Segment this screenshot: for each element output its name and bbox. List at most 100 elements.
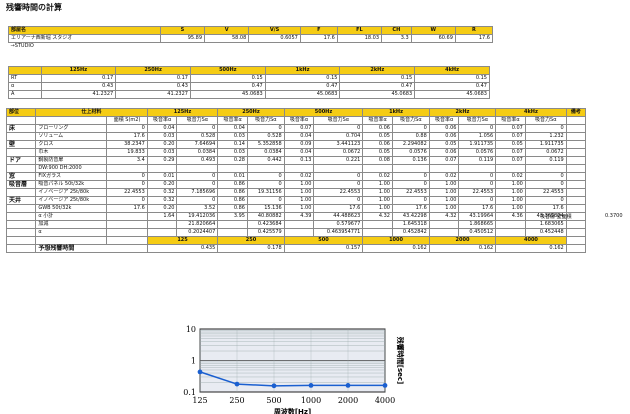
- table-cell: 43.19964: [458, 212, 497, 221]
- table-row: ドア 鋼製防音扉 3.4 0.29 0.493 0.28 0.442 0.13 0.221 0.0…: [5, 156, 587, 165]
- table-cell: 0: [246, 196, 285, 205]
- table-cell: 床: [5, 124, 37, 133]
- table-cell: [5, 188, 37, 197]
- room-value-cell: 18.03: [336, 34, 383, 43]
- y-axis-label: 残響時間[sec]: [396, 337, 405, 384]
- rt-value-cell: 0.162: [428, 244, 497, 253]
- table-cell: 壁: [5, 140, 37, 149]
- table-cell: 0.06: [362, 140, 393, 149]
- x-axis-label: 周波数[Hz]: [274, 407, 311, 414]
- col-subheader: 吸音力Sα: [392, 116, 430, 125]
- table-row: 窓 FIXガラス 0 0.01 0 0.01 0 0.02 0 0.02 0 0.02 0 0.02 0: [5, 172, 587, 181]
- table-cell: [428, 220, 460, 229]
- table-cell: 1.00: [428, 188, 460, 197]
- table-cell: [146, 164, 178, 173]
- table-row: ソリューム 17.6 0.03 0.528 0.03 0.528 0.04 0.704 0.05…: [5, 132, 587, 141]
- table-cell: 0.03: [217, 132, 248, 141]
- table-cell: [146, 228, 178, 237]
- table-cell: [146, 220, 178, 229]
- summary-cell: 45.0683: [189, 90, 266, 99]
- table-row: イノベージア 25t/80k 22.4553 0.32 7.185696 0.86 19.…: [5, 188, 587, 197]
- table-cell: 43.42298: [392, 212, 430, 221]
- table-cell: [524, 164, 567, 173]
- table-cell: 0: [106, 196, 148, 205]
- col-header-freq: 500Hz: [283, 108, 364, 117]
- table-cell: 0.0672: [524, 148, 567, 157]
- table-cell: 0.04: [217, 124, 248, 133]
- table-cell: 0.07: [495, 156, 526, 165]
- table-cell: 0: [524, 172, 567, 181]
- room-value-cell: 0.6057: [248, 34, 301, 43]
- room-header-cell: V: [204, 26, 250, 35]
- rt-value-cell: 0.435: [146, 244, 219, 253]
- table-cell: 2.294082: [392, 140, 430, 149]
- table-cell: 0: [313, 172, 364, 181]
- table-cell: 1.00: [428, 204, 460, 213]
- table-cell: 0: [106, 172, 148, 181]
- table-cell: [495, 164, 526, 173]
- table-row: GWB 50t/32k 17.6 0.20 3.52 0.86 15.136 1.00 17.…: [5, 204, 587, 213]
- table-cell: [106, 164, 148, 173]
- summary-cell: 0.15: [264, 74, 341, 83]
- table-cell: [5, 228, 37, 237]
- summary-header-cell: 250Hz: [115, 66, 191, 75]
- y-tick-label: 1: [191, 357, 196, 366]
- table-cell: [217, 164, 248, 173]
- table-cell-remark: [565, 164, 587, 173]
- table-cell: 22.4553: [313, 188, 364, 197]
- summary-cell: 0.43: [115, 82, 191, 91]
- table-cell: 38.2347: [106, 140, 148, 149]
- table-cell: 0.06: [362, 124, 393, 133]
- room-sub: →STUDIO: [10, 43, 34, 49]
- room-header-cell: 部屋名: [8, 26, 161, 35]
- summary-cell: A: [8, 90, 42, 99]
- table-cell: 1.00: [283, 188, 315, 197]
- x-tick-label: 2000: [338, 396, 358, 405]
- table-cell: 0.221: [313, 156, 364, 165]
- table-row: 吸音層 吸音パネル 50t/32k 0 0.20 0 0.86 0 1.00 0 1.00 0 1.0…: [5, 180, 587, 189]
- table-cell: 0.29: [146, 156, 178, 165]
- table-cell: 4.39: [283, 212, 315, 221]
- data-point: [234, 381, 240, 387]
- table-cell: 0: [524, 180, 567, 189]
- freq-label-cell: 500: [283, 236, 364, 245]
- table-cell: [5, 204, 37, 213]
- table-cell: 0.02: [495, 172, 526, 181]
- table-row: 加減 21.820664 0.423684 0.579677 1.645318 1.868…: [5, 220, 587, 229]
- table-cell: 0.03: [217, 148, 248, 157]
- table-cell: 19.833: [106, 148, 148, 157]
- table-cell-remark: [565, 140, 587, 149]
- room-header-cell: W: [410, 26, 456, 35]
- table-cell: イノベージア 25t/80k: [35, 188, 108, 197]
- col-header-freq: 250Hz: [217, 108, 285, 117]
- table-cell: 0.07: [428, 156, 460, 165]
- room-value-cell: エリアーナ西新堀 スタジオ: [8, 34, 161, 43]
- room-header-cell: S: [159, 26, 206, 35]
- table-cell: [106, 228, 148, 237]
- summary-header-cell: 2kHz: [339, 66, 416, 75]
- summary-cell: 45.0683: [264, 90, 341, 99]
- freq-label-cell: 4000: [495, 236, 567, 245]
- table-cell: 0.452448: [524, 228, 567, 237]
- y-tick-label: 10: [186, 325, 196, 334]
- table-cell: 鋼製防音扉: [35, 156, 108, 165]
- table-cell: 0.13: [283, 156, 315, 165]
- room-value-cell: 58.08: [204, 34, 250, 43]
- table-cell: [5, 164, 37, 173]
- table-cell: 0: [524, 124, 567, 133]
- table-cell: 19.412036: [176, 212, 219, 221]
- table-cell: DW:900 DH:2000: [35, 164, 108, 173]
- summary-cell: 0.15: [414, 74, 490, 83]
- table-cell-remark: [565, 156, 587, 165]
- table-cell: [5, 148, 37, 157]
- table-cell: 1.911735: [524, 140, 567, 149]
- rt-value-cell: 0.162: [495, 244, 567, 253]
- table-cell: 3.441123: [313, 140, 364, 149]
- table-cell: [283, 164, 315, 173]
- summary-cell: α: [8, 82, 42, 91]
- table-cell: GWB 50t/32k: [35, 204, 108, 213]
- table-cell: 17.6: [106, 204, 148, 213]
- table-cell: 0.03: [146, 148, 178, 157]
- table-cell: 1.00: [362, 204, 393, 213]
- table-cell: 0.0576: [392, 148, 430, 157]
